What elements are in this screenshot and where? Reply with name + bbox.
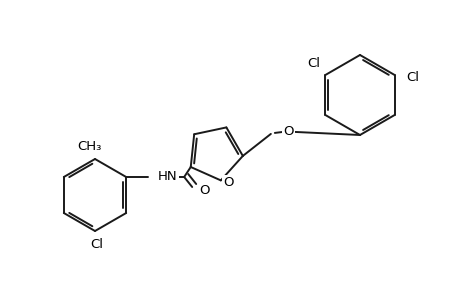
Text: Cl: Cl — [405, 70, 418, 83]
Text: Cl: Cl — [90, 238, 103, 251]
Text: O: O — [198, 184, 209, 197]
Text: O: O — [223, 176, 234, 189]
Text: CH₃: CH₃ — [77, 140, 101, 154]
Text: Cl: Cl — [306, 56, 319, 70]
Text: HN: HN — [158, 170, 178, 184]
Text: O: O — [283, 125, 293, 138]
